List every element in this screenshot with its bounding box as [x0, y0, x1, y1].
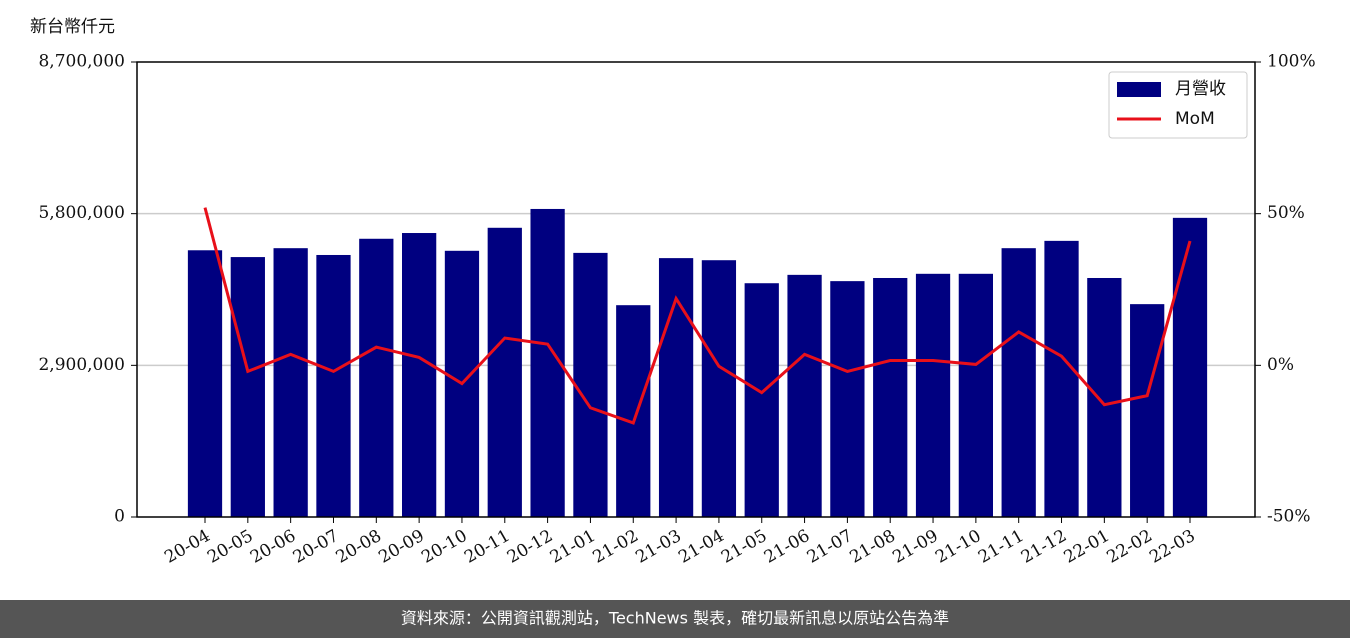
y-axis-label: 新台幣仟元 [30, 17, 115, 37]
x-tick-label: 22-03 [1146, 526, 1198, 568]
bar [402, 233, 437, 517]
x-tick-label: 20-07 [290, 526, 342, 568]
bar [701, 260, 737, 517]
line [203, 207, 1192, 425]
x-tick-label: 21-06 [761, 526, 813, 568]
bar [830, 281, 865, 517]
bar [230, 257, 265, 517]
x-tick-label: 21-08 [847, 526, 899, 568]
bar [873, 277, 908, 517]
bar [1044, 240, 1079, 518]
x-tick-label: 20-04 [161, 526, 213, 568]
y2-tick-label: -50% [1267, 507, 1311, 527]
x-tick-label: 21-07 [804, 526, 856, 568]
bar [487, 227, 522, 517]
bar [1172, 217, 1208, 517]
x-tick-label: 20-10 [418, 526, 470, 568]
bar [744, 283, 779, 517]
x-tick-label: 22-01 [1061, 526, 1113, 568]
bar [273, 248, 308, 518]
x-tick-label: 22-02 [1103, 526, 1155, 568]
legend-label: 月營收 [1175, 79, 1226, 99]
bar [616, 305, 651, 517]
y-tick-label: 0 [114, 507, 125, 527]
x-tick-label: 21-12 [1018, 526, 1070, 568]
footer-text: 資料來源：公開資訊觀測站，TechNews 製表，確切最新訊息以原站公告為準 [401, 609, 949, 628]
y2-tick-label: 50% [1267, 203, 1305, 223]
y-tick-label: 2,900,000 [38, 355, 125, 375]
x-tick-label: 20-05 [204, 526, 256, 568]
x-tick-label: 20-12 [504, 526, 556, 568]
bar [1130, 304, 1165, 517]
x-tick-label: 20-06 [247, 526, 299, 568]
bar [187, 250, 223, 517]
x-tick-label: 21-03 [632, 526, 684, 568]
x-tick-label: 21-02 [590, 526, 642, 568]
y-tick-label: 8,700,000 [38, 52, 125, 72]
bar [1001, 248, 1036, 518]
bar [316, 254, 351, 517]
bar [787, 274, 822, 517]
x-tick-label: 21-01 [547, 526, 599, 568]
bar [1087, 277, 1122, 517]
footer-bar [0, 600, 1350, 638]
x-tick-label: 21-09 [889, 526, 941, 568]
x-tick-label: 21-11 [975, 526, 1027, 568]
x-tick-label: 21-04 [675, 526, 727, 568]
x-tick-label: 21-10 [932, 526, 984, 568]
y-tick-label: 5,800,000 [38, 203, 125, 223]
bar [958, 273, 993, 517]
plot-frame [136, 61, 1256, 518]
legend-swatch [1117, 82, 1161, 97]
bar [573, 252, 608, 517]
x-tick-label: 20-09 [375, 526, 427, 568]
x-tick-label: 20-11 [461, 526, 513, 568]
bar [359, 238, 394, 517]
y2-tick-label: 100% [1267, 52, 1316, 72]
bar [915, 273, 951, 517]
x-tick-label: 20-08 [333, 526, 385, 568]
y2-tick-label: 0% [1267, 355, 1294, 375]
legend-label: MoM [1175, 109, 1215, 129]
x-tick-label: 21-05 [718, 526, 770, 568]
